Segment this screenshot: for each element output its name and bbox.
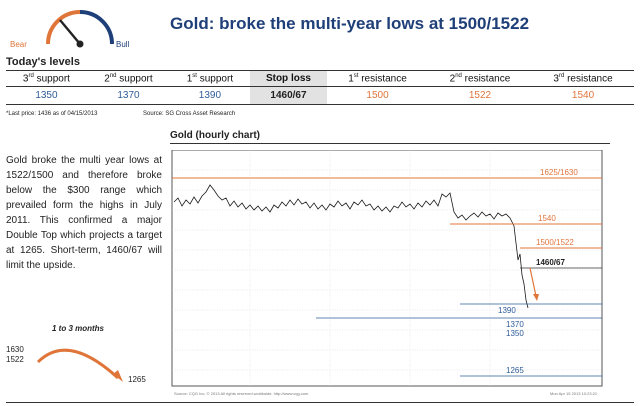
levels-header-5: 2nd resistance: [427, 69, 533, 88]
level-ordinal-5: 2: [449, 73, 456, 85]
level-ordinal-suffix-1: nd: [109, 73, 117, 79]
gold-hourly-chart: 1625/1630 1540 1500/1522 1460/67 1390 13…: [171, 150, 603, 396]
levels-header-row: 3rd support 2nd support 1st support Stop lo…: [6, 69, 634, 88]
chart-title-rule: [170, 143, 610, 144]
label-1390: 1390: [498, 306, 516, 315]
label-1265: 1265: [506, 366, 524, 375]
label-1625-1630: 1625/1630: [540, 168, 578, 177]
level-value-1: 1370: [86, 86, 171, 106]
chart-gridlines: [172, 150, 602, 386]
level-ordinal-1: 2: [104, 73, 110, 85]
level-label-0: support: [33, 73, 70, 85]
label-1350: 1350: [506, 329, 524, 338]
levels-header-6: 3rd resistance: [532, 69, 634, 88]
commentary-text: Gold broke the multi year lows at 1522/1…: [6, 155, 162, 271]
label-1540: 1540: [538, 214, 556, 223]
levels-table: 3rd support 2nd support 1st support Stop lo…: [6, 69, 634, 106]
level-label-5: resistance: [461, 73, 511, 85]
level-ordinal-suffix-2: st: [192, 73, 197, 79]
gauge-needle: [59, 19, 81, 45]
level-value-4: 1500: [327, 86, 428, 106]
levels-header-0: 3rd support: [6, 69, 87, 88]
level-label-1: support: [116, 73, 153, 85]
level-ordinal-2: 1: [186, 73, 193, 85]
level-ordinal-suffix-0: rd: [28, 73, 34, 79]
levels-header-2: 1st support: [170, 69, 250, 88]
level-value-3: 1460/67: [249, 86, 328, 106]
chart-source-note: Source: CQG Inc. © 2013 All rights reser…: [174, 391, 309, 396]
level-ordinal-suffix-5: nd: [455, 73, 462, 79]
label-1370: 1370: [506, 320, 524, 329]
level-label-4: resistance: [358, 73, 407, 85]
outlook-low-label: 1522: [6, 355, 24, 364]
projection-arrowhead: [533, 294, 539, 301]
outlook-title: 1 to 3 months: [52, 324, 105, 333]
level-ordinal-6: 3: [553, 73, 559, 85]
level-ordinal-suffix-6: rd: [558, 73, 565, 79]
label-1460-67: 1460/67: [536, 258, 565, 267]
levels-header-3: Stop loss: [249, 69, 328, 88]
gauge-bear-label: Bear: [10, 40, 27, 49]
level-ordinal-0: 3: [22, 73, 29, 85]
page-title: Gold: broke the multi-year lows at 1500/…: [170, 14, 530, 33]
levels-header-4: 1st resistance: [327, 69, 428, 88]
level-ordinal-suffix-4: st: [353, 73, 359, 79]
source-note: Source: SG Cross Asset Research: [143, 111, 236, 117]
chart-title: Gold (hourly chart): [170, 130, 260, 141]
levels-title: Today's levels: [6, 56, 80, 68]
level-label-6: resistance: [564, 73, 613, 85]
outlook-high-label: 1630: [6, 345, 24, 354]
levels-values-row: 1350 1370 1390 1460/67 1500 1522 1540: [6, 86, 634, 106]
level-label-3: Stop loss: [265, 73, 311, 85]
level-value-0: 1350: [6, 86, 87, 106]
last-price-note: *Last price: 1436 as of 04/15/2013: [6, 111, 98, 117]
outlook-arrow-graphic: [36, 348, 123, 382]
outlook-target-label: 1265: [128, 375, 146, 384]
level-value-2: 1390: [170, 86, 250, 106]
gold-price-line: [173, 184, 529, 309]
bottom-rule: [6, 402, 634, 403]
projection-arrow: [529, 267, 537, 297]
chart-date-note: Mon Apr 15 2013 10:23:21: [550, 391, 598, 396]
level-ordinal-4: 1: [348, 73, 354, 85]
level-value-6: 1540: [532, 86, 634, 106]
level-label-2: support: [196, 73, 234, 85]
levels-header-1: 2nd support: [86, 69, 171, 88]
level-value-5: 1522: [427, 86, 533, 106]
sentiment-gauge: [46, 10, 114, 48]
gauge-bull-label: Bull: [116, 40, 130, 49]
label-1500-1522: 1500/1522: [536, 238, 574, 247]
